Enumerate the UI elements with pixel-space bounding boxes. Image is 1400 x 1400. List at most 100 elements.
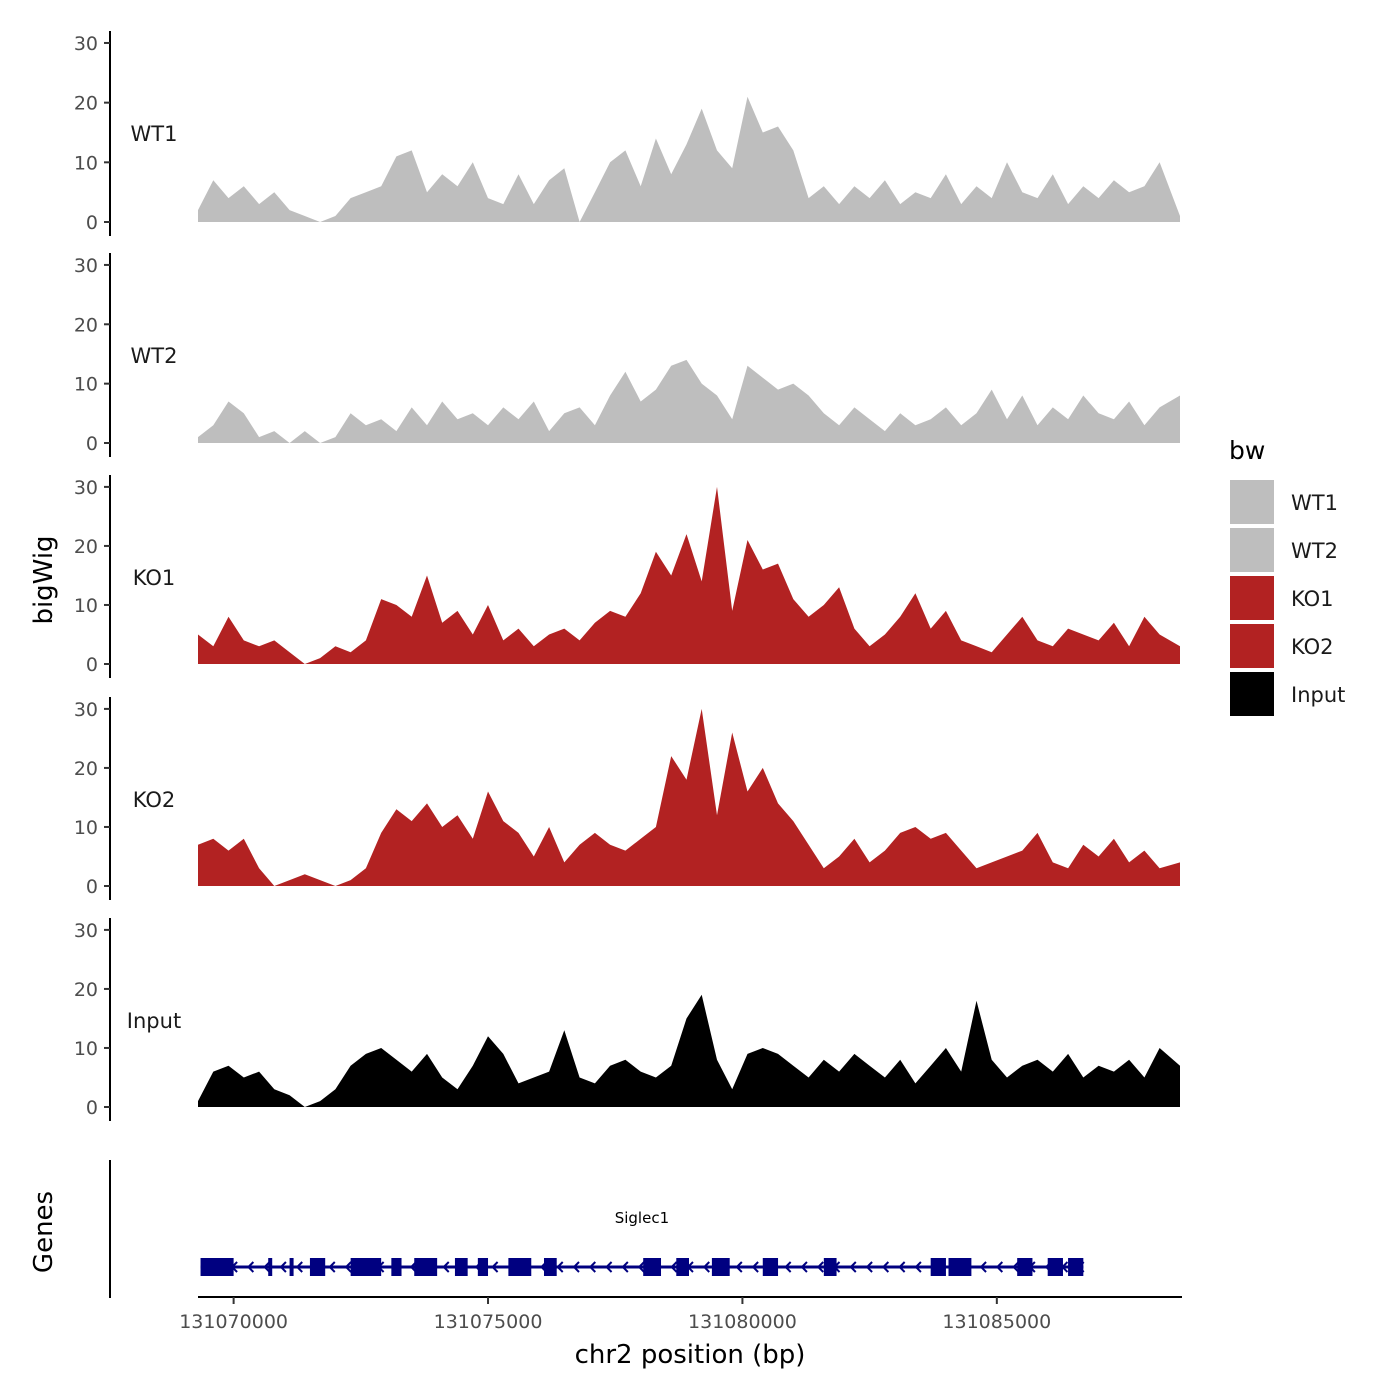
genes-axis-title: Genes [29,1191,59,1273]
legend-swatch [1230,672,1274,716]
x-tick-label: 131080000 [688,1311,797,1333]
y-tick-label: 20 [74,758,98,780]
legend-swatch [1230,528,1274,572]
y-tick-label: 30 [74,255,98,277]
strand-arrow [784,1261,792,1273]
strand-arrow [572,1261,580,1273]
strand-arrow [670,1261,678,1273]
exon [1017,1258,1033,1276]
track-label: Input [127,1009,181,1033]
exon [268,1258,273,1276]
y-tick-label: 20 [74,314,98,336]
y-tick-label: 10 [74,152,98,174]
exon [309,1258,326,1276]
y-tick-label: 10 [74,374,98,396]
strand-arrow [849,1261,857,1273]
y-tick-label: 10 [74,595,98,617]
y-tick-label: 20 [74,93,98,115]
exon [508,1258,532,1276]
exon [454,1258,468,1276]
y-tick-label: 0 [86,876,98,898]
legend-item-ko1: KO1 [1230,576,1334,620]
x-tick-label: 131070000 [179,1311,288,1333]
strand-arrow [1012,1261,1020,1273]
coverage-tracks: 0 10 20 30 WT1 0 10 20 30 WT2 0 10 20 30 KO1 0 10 20 30 KO2… [74,31,1180,1121]
legend-item-wt1: WT1 [1230,480,1338,524]
legend: bw WT1 WT2 KO1 KO2 Input [1229,436,1345,716]
strand-arrow [295,1261,303,1273]
y-tick-label: 0 [86,212,98,234]
exon [711,1258,730,1276]
exon [676,1258,689,1276]
legend-label: Input [1291,683,1345,707]
strand-arrow [621,1261,629,1273]
strand-arrow [328,1261,336,1273]
exon [200,1258,234,1276]
track-label: KO1 [133,566,176,590]
exon [543,1258,557,1276]
strand-arrow [898,1261,906,1273]
strand-arrow [735,1261,743,1273]
strand-arrow [816,1261,824,1273]
y-tick-label: 10 [74,1038,98,1060]
area-wt1 [198,96,1180,222]
legend-title: bw [1229,436,1265,465]
exon [930,1258,946,1276]
y-tick-label: 30 [74,33,98,55]
track-ko1: 0 10 20 30 KO1 [74,475,1180,678]
track-label: WT1 [131,122,178,146]
exon [477,1258,489,1276]
y-axis-title: bigWig [29,535,59,624]
track-label: KO2 [133,788,176,812]
area-wt2 [198,359,1180,443]
legend-swatch [1230,576,1274,620]
y-tick-label: 30 [74,477,98,499]
strand-arrow [605,1261,613,1273]
legend-label: KO1 [1291,587,1334,611]
exon [823,1258,837,1276]
exon [643,1258,662,1276]
area-ko2 [198,708,1180,886]
strand-arrow [914,1261,922,1273]
strand-arrow [995,1261,1004,1273]
y-tick-label: 20 [74,536,98,558]
strand-arrow [865,1261,873,1273]
x-tick-label: 131075000 [434,1311,543,1333]
y-tick-label: 0 [86,1097,98,1119]
x-tick-label: 131085000 [942,1311,1051,1333]
strand-arrow [344,1261,352,1273]
x-axis-title: chr2 position (bp) [575,1340,806,1370]
strand-arrow [279,1261,287,1273]
y-tick-label: 30 [74,699,98,721]
strand-arrow [881,1261,890,1273]
legend-label: KO2 [1291,635,1334,659]
exon [350,1258,382,1276]
strand-arrow [263,1261,271,1273]
track-input: 0 10 20 30 Input [74,918,1180,1121]
y-tick-label: 0 [86,433,98,455]
area-input [198,994,1180,1107]
exon [289,1258,294,1276]
exon [414,1258,438,1276]
strand-arrow [637,1261,645,1273]
track-wt2: 0 10 20 30 WT2 [74,253,1180,457]
legend-item-ko2: KO2 [1230,624,1334,668]
exon [1068,1258,1084,1276]
x-axis: 131070000 131075000 131080000 131085000 [179,1296,1182,1333]
strand-arrow [246,1261,255,1273]
strand-arrow [979,1261,987,1273]
y-tick-label: 30 [74,920,98,942]
y-tick-label: 20 [74,979,98,1001]
track-label: WT2 [131,344,178,368]
strand-arrow [800,1261,808,1273]
y-tick-label: 10 [74,817,98,839]
exon [1047,1258,1063,1276]
gene-siglec1: Siglec1 [200,1209,1085,1276]
gene-panel: Siglec1 [109,1160,1085,1298]
area-ko1 [198,486,1180,664]
strand-arrow [751,1261,759,1273]
strand-arrow [588,1261,596,1273]
track-ko2: 0 10 20 30 KO2 [74,697,1180,900]
legend-label: WT1 [1291,491,1338,515]
